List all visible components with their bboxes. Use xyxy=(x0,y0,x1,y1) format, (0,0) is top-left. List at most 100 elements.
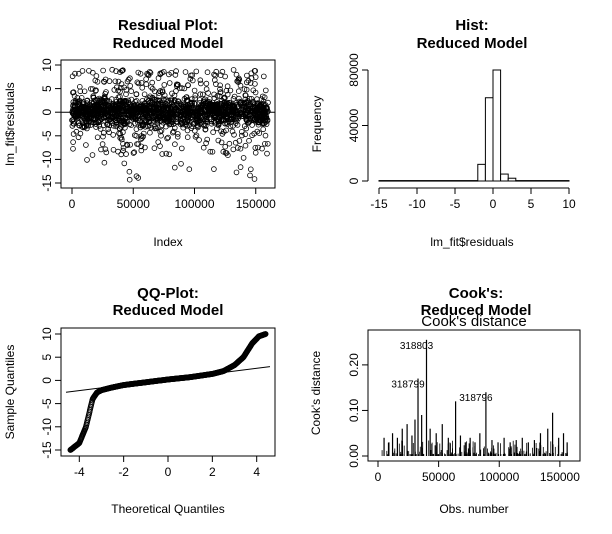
residual-point xyxy=(189,102,195,108)
residual-point xyxy=(160,107,167,113)
residual-point xyxy=(120,145,127,151)
qq-ylabel: Sample Quantiles xyxy=(3,345,17,440)
panel-qq: QQ-Plot: Reduced Model -4 -2 0 2 4 -15 -10 -5 0… xyxy=(3,285,276,516)
residual-point xyxy=(114,84,120,90)
qq-points xyxy=(67,331,269,453)
cooks-spikes xyxy=(381,339,568,456)
residual-point xyxy=(171,92,178,99)
residual-point xyxy=(84,109,91,116)
residual-point xyxy=(76,98,83,104)
residual-title-2: Reduced Model xyxy=(113,35,224,52)
residual-point xyxy=(175,81,181,88)
residual-point xyxy=(160,97,167,104)
residual-point xyxy=(70,139,76,145)
residual-point xyxy=(248,166,254,173)
residual-point xyxy=(96,123,103,129)
residual-point xyxy=(89,152,96,158)
residual-point xyxy=(119,98,126,105)
residual-point xyxy=(204,69,211,75)
residual-point xyxy=(242,107,249,114)
residual-point xyxy=(190,109,196,116)
residual-point xyxy=(80,112,87,118)
residual-point xyxy=(143,76,149,82)
residual-point xyxy=(175,131,181,137)
hist-y-axis: 0 40000 80000 xyxy=(347,53,369,184)
hist-x-tick-label: 0 xyxy=(490,197,497,211)
residual-point xyxy=(166,80,173,86)
residual-point xyxy=(255,109,262,115)
residual-point xyxy=(106,129,112,136)
residual-point xyxy=(172,141,178,148)
residual-point xyxy=(139,112,146,118)
residual-point xyxy=(174,134,181,140)
residual-point xyxy=(221,111,228,117)
panel-histogram: Hist: Reduced Model -15 -10 -5 0 5 10 0 40000 8… xyxy=(310,17,576,249)
residual-point xyxy=(127,113,133,119)
qq-y-tick-label: -5 xyxy=(40,398,54,409)
residual-point xyxy=(139,135,145,141)
residual-x-tick-label: 50000 xyxy=(117,197,151,211)
residual-point xyxy=(159,70,165,76)
residual-point xyxy=(164,99,171,105)
residual-point xyxy=(239,99,246,106)
hist-x-tick-label: -15 xyxy=(370,197,388,211)
residual-point xyxy=(109,113,116,120)
residual-point xyxy=(203,116,210,123)
qq-title-2: Reduced Model xyxy=(113,302,224,319)
residual-point xyxy=(181,85,188,92)
residual-point xyxy=(76,122,82,129)
residual-y-tick-label: -15 xyxy=(40,174,54,192)
residual-point xyxy=(195,113,201,119)
residual-point xyxy=(255,119,262,126)
residual-point xyxy=(122,114,129,121)
residual-point xyxy=(193,132,200,139)
residual-point xyxy=(153,111,160,118)
residual-point xyxy=(180,124,187,131)
residual-point xyxy=(231,104,237,111)
residual-x-tick-label: 150000 xyxy=(236,197,276,211)
residual-point xyxy=(217,72,224,78)
residual-point xyxy=(75,70,82,77)
cooks-x-tick-label: 50000 xyxy=(422,470,456,484)
residual-point xyxy=(92,97,98,104)
residual-point xyxy=(215,118,222,124)
qq-x-tick-label: -4 xyxy=(74,465,85,479)
residual-point xyxy=(230,116,237,123)
hist-y-tick-label: 40000 xyxy=(347,108,361,142)
residual-point xyxy=(124,142,131,149)
residual-point xyxy=(132,132,138,139)
residual-point xyxy=(115,78,122,85)
residual-point xyxy=(181,95,188,102)
qq-x-tick-label: 2 xyxy=(209,465,216,479)
residual-point xyxy=(210,129,216,136)
residual-point xyxy=(202,126,209,133)
residual-point xyxy=(229,128,236,135)
residual-point xyxy=(81,88,88,95)
residual-point xyxy=(130,101,137,107)
cooks-point-labels: 318803 318799 318796 xyxy=(391,341,493,404)
residual-point xyxy=(177,106,183,112)
residual-point xyxy=(138,136,144,143)
residual-point xyxy=(159,89,166,95)
qq-plot-box xyxy=(60,327,276,457)
residual-point xyxy=(245,119,251,126)
residual-y-tick-label: 0 xyxy=(40,109,54,116)
residual-point xyxy=(102,118,108,124)
residual-point xyxy=(241,99,248,106)
cooks-x-tick-label: 150000 xyxy=(540,470,580,484)
residual-point xyxy=(172,110,179,116)
residual-point xyxy=(263,114,269,120)
residual-point xyxy=(196,137,202,143)
residual-y-tick-label: 10 xyxy=(40,58,54,72)
residual-point xyxy=(217,86,223,92)
residual-point xyxy=(200,121,207,128)
residual-point xyxy=(251,101,258,108)
residual-point xyxy=(157,88,163,94)
residual-point xyxy=(203,80,210,87)
residual-point xyxy=(127,142,133,148)
residual-point xyxy=(260,126,267,133)
residual-point xyxy=(172,72,179,78)
residual-point xyxy=(135,117,141,123)
cooks-y-axis: 0.00 0.10 0.20 xyxy=(347,353,369,468)
